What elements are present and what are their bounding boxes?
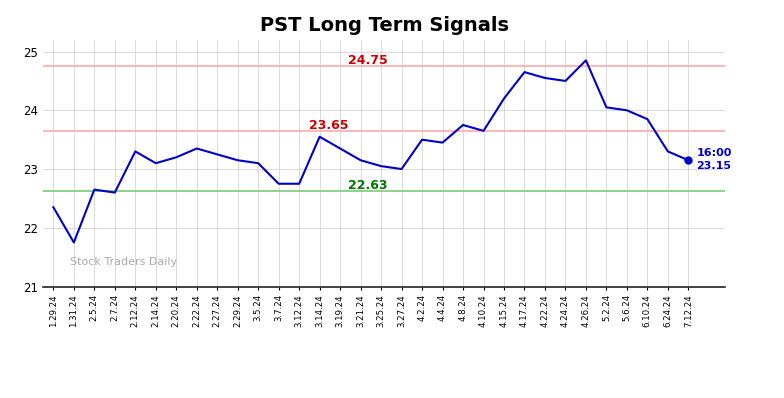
Title: PST Long Term Signals: PST Long Term Signals bbox=[260, 16, 509, 35]
Text: 23.15: 23.15 bbox=[696, 161, 731, 171]
Text: 22.63: 22.63 bbox=[348, 179, 388, 192]
Text: 23.65: 23.65 bbox=[309, 119, 348, 132]
Text: 24.75: 24.75 bbox=[348, 55, 388, 68]
Text: 16:00: 16:00 bbox=[696, 148, 732, 158]
Text: Stock Traders Daily: Stock Traders Daily bbox=[71, 257, 177, 267]
